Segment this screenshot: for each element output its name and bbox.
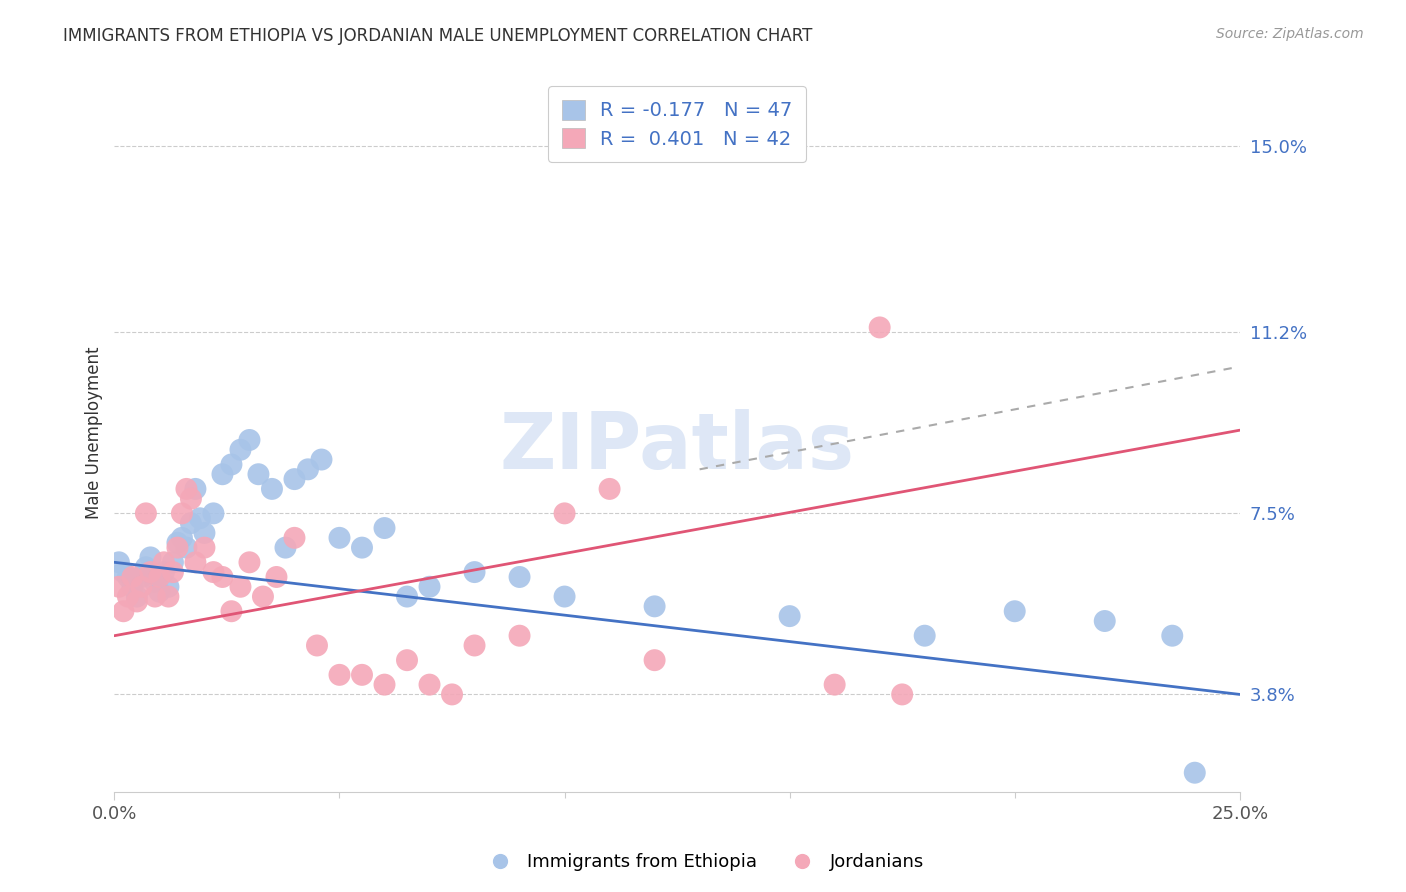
Point bbox=[143, 590, 166, 604]
Point bbox=[599, 482, 621, 496]
Point bbox=[112, 565, 135, 579]
Point bbox=[211, 570, 233, 584]
Point bbox=[328, 668, 350, 682]
Y-axis label: Male Unemployment: Male Unemployment bbox=[86, 346, 103, 519]
Point bbox=[328, 531, 350, 545]
Point bbox=[297, 462, 319, 476]
Text: ZIPatlas: ZIPatlas bbox=[499, 409, 855, 485]
Point bbox=[418, 678, 440, 692]
Point bbox=[108, 580, 131, 594]
Point bbox=[117, 590, 139, 604]
Point bbox=[252, 590, 274, 604]
Point bbox=[131, 570, 153, 584]
Point bbox=[148, 570, 170, 584]
Point bbox=[869, 320, 891, 334]
Point bbox=[1004, 604, 1026, 618]
Legend: R = -0.177   N = 47, R =  0.401   N = 42: R = -0.177 N = 47, R = 0.401 N = 42 bbox=[548, 87, 806, 162]
Point bbox=[464, 565, 486, 579]
Point bbox=[373, 678, 395, 692]
Point bbox=[170, 507, 193, 521]
Point bbox=[135, 507, 157, 521]
Point bbox=[202, 507, 225, 521]
Text: Source: ZipAtlas.com: Source: ZipAtlas.com bbox=[1216, 27, 1364, 41]
Point bbox=[211, 467, 233, 482]
Point bbox=[266, 570, 288, 584]
Point bbox=[170, 531, 193, 545]
Point bbox=[350, 668, 373, 682]
Point bbox=[180, 516, 202, 530]
Point bbox=[283, 531, 305, 545]
Point bbox=[153, 565, 176, 579]
Point bbox=[644, 653, 666, 667]
Point bbox=[373, 521, 395, 535]
Point bbox=[1094, 614, 1116, 628]
Point bbox=[176, 541, 198, 555]
Point bbox=[139, 565, 162, 579]
Point bbox=[121, 580, 143, 594]
Point bbox=[176, 482, 198, 496]
Point bbox=[238, 555, 260, 569]
Point bbox=[311, 452, 333, 467]
Point bbox=[509, 570, 531, 584]
Point bbox=[247, 467, 270, 482]
Point bbox=[221, 458, 243, 472]
Point bbox=[260, 482, 283, 496]
Point bbox=[274, 541, 297, 555]
Point bbox=[440, 687, 463, 701]
Point bbox=[131, 580, 153, 594]
Point bbox=[125, 590, 148, 604]
Point bbox=[221, 604, 243, 618]
Point bbox=[509, 629, 531, 643]
Point bbox=[135, 560, 157, 574]
Point bbox=[112, 604, 135, 618]
Point bbox=[162, 565, 184, 579]
Point bbox=[148, 584, 170, 599]
Point bbox=[162, 555, 184, 569]
Point bbox=[395, 653, 418, 667]
Point bbox=[157, 580, 180, 594]
Point bbox=[418, 580, 440, 594]
Point bbox=[779, 609, 801, 624]
Point bbox=[108, 555, 131, 569]
Point bbox=[554, 590, 576, 604]
Point bbox=[350, 541, 373, 555]
Point bbox=[193, 525, 215, 540]
Point bbox=[824, 678, 846, 692]
Point bbox=[121, 574, 143, 589]
Point bbox=[184, 555, 207, 569]
Text: IMMIGRANTS FROM ETHIOPIA VS JORDANIAN MALE UNEMPLOYMENT CORRELATION CHART: IMMIGRANTS FROM ETHIOPIA VS JORDANIAN MA… bbox=[63, 27, 813, 45]
Point bbox=[1161, 629, 1184, 643]
Point bbox=[238, 433, 260, 447]
Point bbox=[125, 594, 148, 608]
Point bbox=[1184, 765, 1206, 780]
Legend: Immigrants from Ethiopia, Jordanians: Immigrants from Ethiopia, Jordanians bbox=[475, 847, 931, 879]
Point bbox=[193, 541, 215, 555]
Point bbox=[229, 442, 252, 457]
Point bbox=[305, 639, 328, 653]
Point bbox=[229, 580, 252, 594]
Point bbox=[644, 599, 666, 614]
Point bbox=[184, 482, 207, 496]
Point bbox=[202, 565, 225, 579]
Point bbox=[121, 570, 143, 584]
Point bbox=[395, 590, 418, 604]
Point bbox=[117, 570, 139, 584]
Point bbox=[914, 629, 936, 643]
Point bbox=[180, 491, 202, 506]
Point bbox=[283, 472, 305, 486]
Point bbox=[188, 511, 211, 525]
Point bbox=[153, 555, 176, 569]
Point bbox=[139, 550, 162, 565]
Point bbox=[166, 535, 188, 549]
Point bbox=[166, 541, 188, 555]
Point bbox=[464, 639, 486, 653]
Point bbox=[554, 507, 576, 521]
Point bbox=[891, 687, 914, 701]
Point bbox=[143, 574, 166, 589]
Point bbox=[157, 590, 180, 604]
